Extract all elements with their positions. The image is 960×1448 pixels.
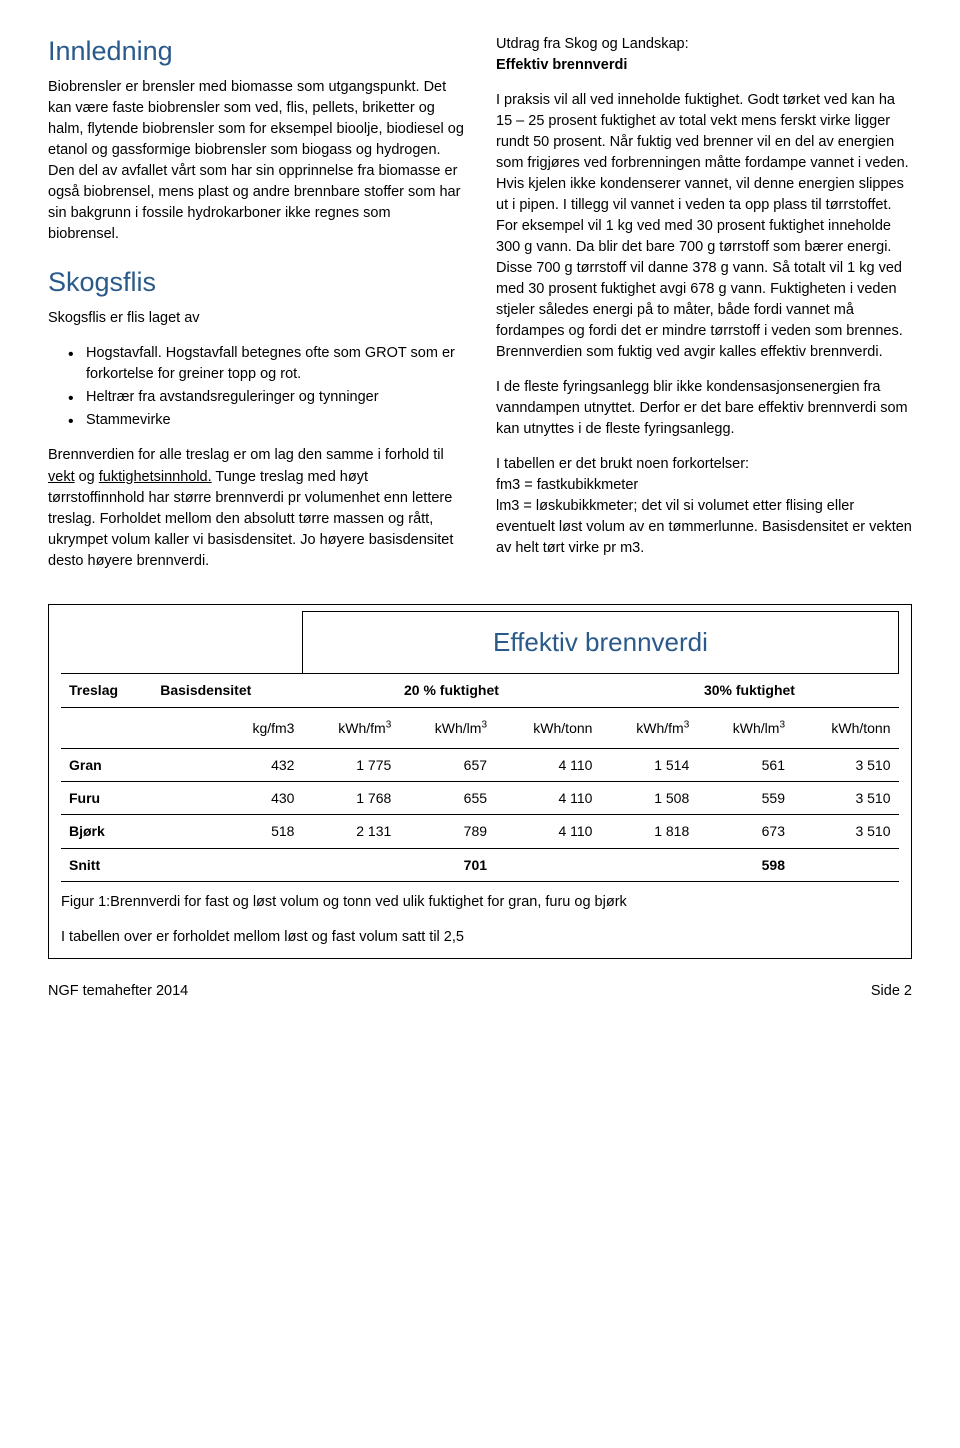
table-note: I tabellen over er forholdet mellom løst… [61, 927, 899, 948]
cell: 518 [152, 815, 302, 848]
bullet-list: Hogstavfall. Hogstavfall betegnes ofte s… [48, 343, 464, 431]
title-row: Effektiv brennverdi [61, 611, 899, 674]
unit-tonn: kWh/tonn [793, 707, 899, 748]
paragraph-right-1: I praksis vil all ved inneholde fuktighe… [496, 90, 912, 363]
text: fm3 = fastkubikkmeter [496, 477, 638, 493]
cell: 1 514 [600, 748, 697, 781]
table-row: Bjørk 518 2 131 789 4 110 1 818 673 3 51… [61, 815, 899, 848]
cell: 1 768 [302, 782, 399, 815]
table-row: Furu 430 1 768 655 4 110 1 508 559 3 510 [61, 782, 899, 815]
row-name: Furu [61, 782, 152, 815]
blank-cell [61, 707, 152, 748]
paragraph-skogsflis-lead: Skogsflis er flis laget av [48, 308, 464, 329]
cell: 1 508 [600, 782, 697, 815]
col-treslag: Treslag [61, 674, 152, 707]
blank-cell [152, 848, 302, 881]
underline-fuktighet: fuktighetsinnhold. [99, 469, 212, 485]
source-line: Utdrag fra Skog og Landskap: [496, 36, 689, 52]
row-name: Gran [61, 748, 152, 781]
unit-row: kg/fm3 kWh/fm3 kWh/lm3 kWh/tonn kWh/fm3 … [61, 707, 899, 748]
col-30: 30% fuktighet [600, 674, 898, 707]
unit-lm: kWh/lm3 [697, 707, 793, 748]
paragraph-right-3: I tabellen er det brukt noen forkortelse… [496, 454, 912, 559]
paragraph-source: Utdrag fra Skog og Landskap: Effektiv br… [496, 34, 912, 76]
blank-cell [302, 848, 399, 881]
snitt-val: 701 [399, 848, 495, 881]
paragraph-intro: Biobrensler er brensler med biomasse som… [48, 77, 464, 245]
cell: 789 [399, 815, 495, 848]
list-item: Heltrær fra avstandsreguleringer og tynn… [86, 387, 464, 408]
cell: 432 [152, 748, 302, 781]
cell: 1 818 [600, 815, 697, 848]
table-row: Gran 432 1 775 657 4 110 1 514 561 3 510 [61, 748, 899, 781]
cell: 3 510 [793, 815, 899, 848]
heading-skogsflis: Skogsflis [48, 263, 464, 302]
table-title-cell: Effektiv brennverdi [302, 611, 898, 674]
underline-vekt: vekt [48, 469, 75, 485]
table-title: Effektiv brennverdi [311, 618, 890, 668]
table-container: Effektiv brennverdi Treslag Basisdensite… [48, 604, 912, 960]
cell: 657 [399, 748, 495, 781]
header-row: Treslag Basisdensitet 20 % fuktighet 30%… [61, 674, 899, 707]
left-column: Innledning Biobrensler er brensler med b… [48, 32, 464, 586]
blank-cell [61, 611, 302, 674]
cell: 3 510 [793, 782, 899, 815]
snitt-val: 598 [697, 848, 793, 881]
footer-left: NGF temahefter 2014 [48, 981, 188, 1002]
col-basis: Basisdensitet [152, 674, 302, 707]
cell: 430 [152, 782, 302, 815]
unit-basis: kg/fm3 [152, 707, 302, 748]
text: Brennverdien for alle treslag er om lag … [48, 447, 444, 463]
col-20: 20 % fuktighet [302, 674, 600, 707]
unit-tonn: kWh/tonn [495, 707, 600, 748]
snitt-label: Snitt [61, 848, 152, 881]
text: lm3 = løskubikkmeter; det vil si volumet… [496, 498, 912, 556]
unit-lm: kWh/lm3 [399, 707, 495, 748]
page-footer: NGF temahefter 2014 Side 2 [48, 981, 912, 1002]
cell: 2 131 [302, 815, 399, 848]
figure-caption: Figur 1:Brennverdi for fast og løst volu… [61, 892, 899, 913]
cell: 4 110 [495, 782, 600, 815]
snitt-row: Snitt 701 598 [61, 848, 899, 881]
brennverdi-table: Effektiv brennverdi Treslag Basisdensite… [61, 611, 899, 882]
paragraph-brennverdi: Brennverdien for alle treslag er om lag … [48, 445, 464, 571]
paragraph-right-2: I de fleste fyringsanlegg blir ikke kond… [496, 377, 912, 440]
cell: 559 [697, 782, 793, 815]
cell: 4 110 [495, 815, 600, 848]
cell: 561 [697, 748, 793, 781]
text: I tabellen er det brukt noen forkortelse… [496, 456, 749, 472]
footer-right: Side 2 [871, 981, 912, 1002]
blank-cell [793, 848, 899, 881]
unit-fm: kWh/fm3 [600, 707, 697, 748]
right-column: Utdrag fra Skog og Landskap: Effektiv br… [496, 32, 912, 586]
cell: 655 [399, 782, 495, 815]
blank-cell [495, 848, 600, 881]
list-item: Hogstavfall. Hogstavfall betegnes ofte s… [86, 343, 464, 385]
heading-innledning: Innledning [48, 32, 464, 71]
list-item: Stammevirke [86, 410, 464, 431]
row-name: Bjørk [61, 815, 152, 848]
cell: 4 110 [495, 748, 600, 781]
unit-fm: kWh/fm3 [302, 707, 399, 748]
cell: 673 [697, 815, 793, 848]
source-title: Effektiv brennverdi [496, 57, 627, 73]
cell: 3 510 [793, 748, 899, 781]
cell: 1 775 [302, 748, 399, 781]
text: og [75, 469, 99, 485]
blank-cell [600, 848, 697, 881]
two-column-layout: Innledning Biobrensler er brensler med b… [48, 32, 912, 586]
